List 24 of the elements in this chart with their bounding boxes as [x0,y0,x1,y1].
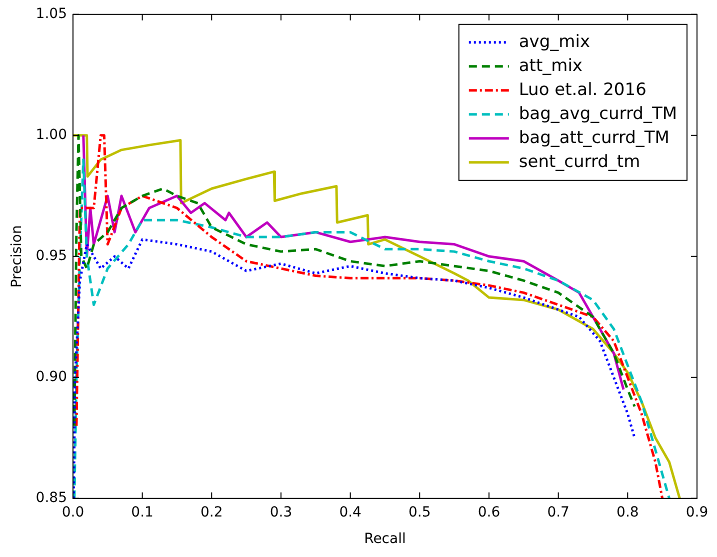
y-tick-label: 1.05 [36,6,67,22]
legend-label: bag_att_currd_TM [518,128,670,148]
x-tick-label: 0.5 [408,504,431,520]
legend-label: Luo et.al. 2016 [518,80,646,100]
x-tick-label: 0.3 [270,504,292,520]
legend-label: att_mix [518,56,582,76]
y-axis-title: Precision [9,225,26,288]
y-tick-label: 1.00 [36,127,67,144]
x-tick-label: 0.6 [478,504,500,520]
x-tick-label: 0.7 [547,504,570,520]
x-axis-title: Recall [364,531,406,548]
y-tick-label: 0.95 [36,248,67,264]
y-tick-label: 0.85 [36,490,67,506]
x-tick-label: 0.1 [131,504,154,520]
x-tick-label: 0.2 [200,504,223,520]
legend-label: avg_mix [518,32,590,52]
x-tick-label: 0.8 [616,504,639,520]
x-tick-label: 0.4 [339,504,362,520]
legend-label: bag_avg_currd_TM [518,104,678,124]
line-series [72,238,636,498]
x-tick-label: 0.9 [686,504,708,520]
legend-label: sent_currd_tm [518,152,640,172]
y-tick-label: 0.90 [36,369,67,386]
x-tick-label: 0.0 [62,504,84,520]
